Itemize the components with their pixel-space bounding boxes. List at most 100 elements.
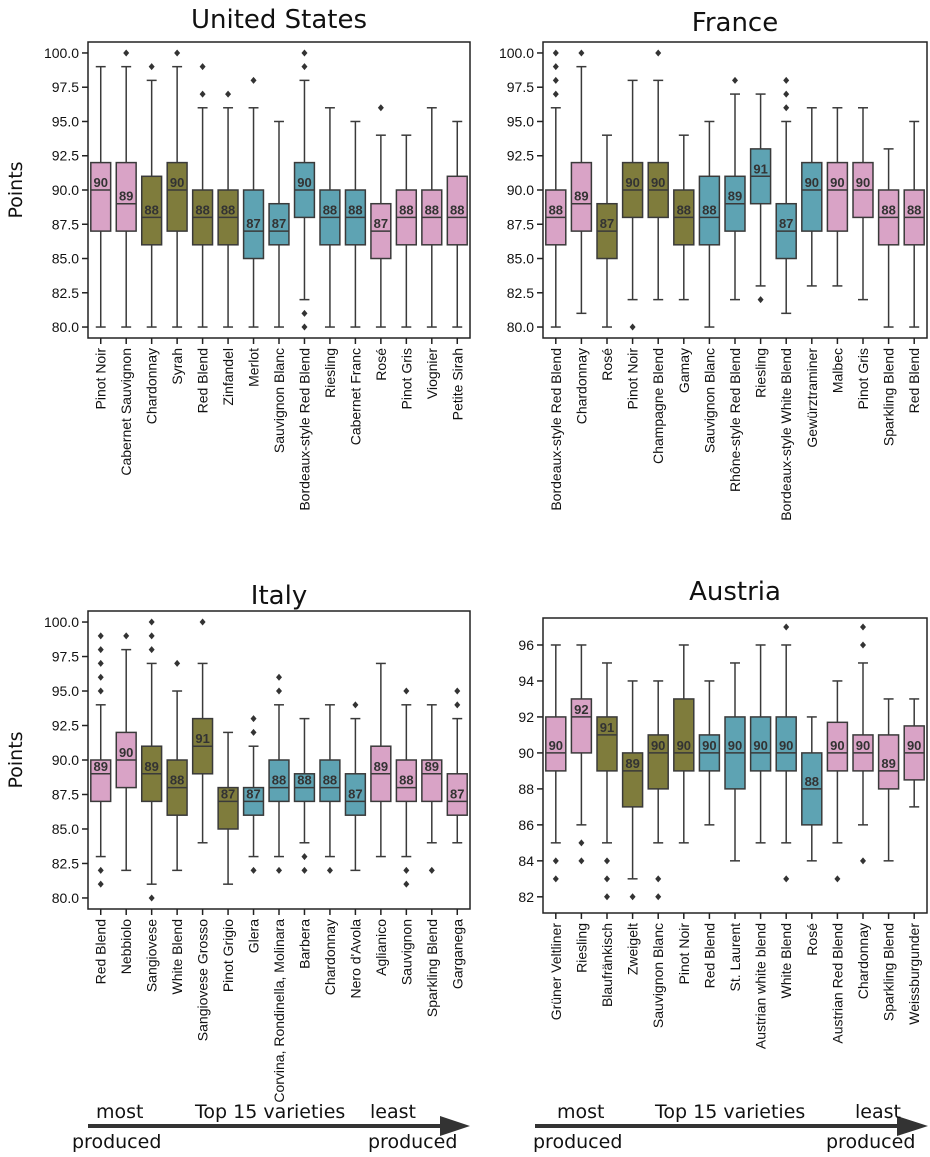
- outlier-point: [604, 875, 610, 883]
- box-iqr: [446, 773, 468, 816]
- y-tick-label: 82.5: [507, 285, 534, 301]
- x-tick-label: Pinot Grigio: [220, 919, 236, 992]
- box-12: 88: [395, 134, 418, 328]
- median-label: 89: [374, 759, 388, 774]
- y-axis-label: Points: [5, 731, 27, 788]
- x-tick-label: Corvina, Rondinella, Molinara: [271, 919, 287, 1103]
- outlier-point: [552, 857, 559, 865]
- y-tick-label: 95.0: [507, 113, 534, 129]
- x-tick-label: Petite Sirah: [449, 348, 465, 420]
- x-tick-label: Pinot Gris: [398, 348, 414, 409]
- outlier-point: [174, 659, 181, 667]
- outlier-point: [97, 880, 104, 888]
- box-iqr: [826, 721, 849, 772]
- box-iqr: [344, 773, 367, 816]
- x-tick-label: Merlot: [246, 348, 262, 387]
- x-tick-label: Sparkling Blend: [881, 348, 897, 446]
- box-3: 90: [621, 79, 644, 331]
- outlier-point: [326, 866, 333, 874]
- y-tick-label: 92.5: [52, 148, 79, 164]
- x-tick-label: Red Blend: [906, 348, 922, 413]
- box-12: 90: [852, 623, 874, 865]
- box-iqr: [268, 202, 290, 246]
- y-tick-label: 95.0: [52, 683, 79, 699]
- y-tick-label: 97.5: [507, 79, 534, 95]
- outlier-point: [783, 76, 790, 84]
- panel-title: Austria: [689, 577, 781, 607]
- y-tick-label: 82: [518, 889, 534, 905]
- footer-right-most: most: [557, 1101, 604, 1123]
- footer-left-produced-l: produced: [72, 1131, 161, 1153]
- box-14: 88: [903, 120, 925, 328]
- box-7: 87: [268, 120, 290, 328]
- outlier-point: [552, 90, 559, 98]
- y-tick-label: 90.0: [52, 752, 79, 768]
- median-label: 89: [425, 759, 439, 774]
- median-label: 87: [600, 216, 614, 231]
- box-0: 88: [545, 49, 567, 328]
- median-label: 90: [625, 175, 639, 190]
- outlier-point: [352, 701, 359, 709]
- median-label: 90: [119, 745, 133, 760]
- outlier-point: [301, 309, 308, 317]
- box-10: 88: [344, 120, 367, 328]
- box-1: 89: [115, 49, 137, 328]
- median-label: 88: [702, 202, 716, 217]
- outlier-point: [783, 623, 790, 631]
- x-tick-label: Nero d'Avola: [347, 919, 363, 999]
- footer-left: most Top 15 varieties least produced pro…: [72, 1101, 470, 1153]
- y-tick-label: 97.5: [52, 79, 79, 95]
- box-12: 88: [395, 687, 418, 888]
- x-tick-label: Pinot Noir: [676, 923, 692, 985]
- outlier-point: [552, 63, 559, 71]
- median-label: 88: [881, 202, 895, 217]
- panel-0: United States Points 80.0 82.5 85.0 87.5 90.0 9…: [5, 5, 471, 511]
- box-4: 91: [191, 618, 214, 844]
- outlier-point: [604, 893, 610, 901]
- median-label: 88: [297, 773, 311, 788]
- y-tick-label: 80.0: [507, 319, 534, 335]
- outlier-point: [377, 104, 384, 112]
- median-label: 87: [374, 216, 388, 231]
- y-tick-label: 92.5: [52, 718, 79, 734]
- x-tick-label: Sangiovese: [144, 919, 160, 992]
- median-label: 90: [651, 738, 665, 753]
- x-tick-label: Champagne Blend: [650, 348, 666, 464]
- median-label: 88: [144, 202, 158, 217]
- box-7: 89: [724, 76, 746, 301]
- box-9: 88: [319, 107, 341, 328]
- box-iqr: [570, 698, 593, 754]
- x-tick-label: Sauvignon Blanc: [701, 348, 717, 453]
- outlier-point: [148, 632, 155, 640]
- x-tick-label: Aglianico: [373, 919, 389, 976]
- median-label: 88: [907, 202, 921, 217]
- x-tick-label: Pinot Noir: [93, 348, 109, 410]
- median-label: 90: [907, 738, 921, 753]
- outlier-point: [578, 857, 585, 865]
- outlier-point: [783, 875, 790, 883]
- median-label: 88: [170, 773, 184, 788]
- box-13: 88: [421, 107, 443, 328]
- box-14: 87: [446, 687, 468, 844]
- y-tick-label: 92: [518, 709, 534, 725]
- x-tick-label: Syrah: [169, 348, 185, 385]
- box-11: 90: [826, 680, 849, 883]
- median-label: 88: [399, 773, 413, 788]
- box-6: 90: [698, 680, 721, 826]
- y-tick-label: 84: [518, 853, 534, 869]
- outlier-point: [655, 875, 662, 883]
- median-label: 88: [348, 202, 362, 217]
- y-tick-label: 100.0: [44, 45, 79, 61]
- x-tick-label: Chardonnay: [855, 923, 871, 999]
- y-tick-label: 80.0: [52, 890, 79, 906]
- footer-right-produced-r: produced: [826, 1131, 915, 1153]
- y-tick-label: 80.0: [52, 319, 79, 335]
- x-tick-label: Glera: [246, 919, 262, 953]
- x-tick-label: Red Blend: [93, 919, 109, 984]
- outlier-point: [655, 893, 662, 901]
- outlier-point: [97, 866, 104, 874]
- y-tick-label: 85.0: [507, 251, 534, 267]
- box-iqr: [698, 175, 721, 246]
- box-4: 90: [647, 49, 669, 301]
- median-label: 88: [450, 202, 464, 217]
